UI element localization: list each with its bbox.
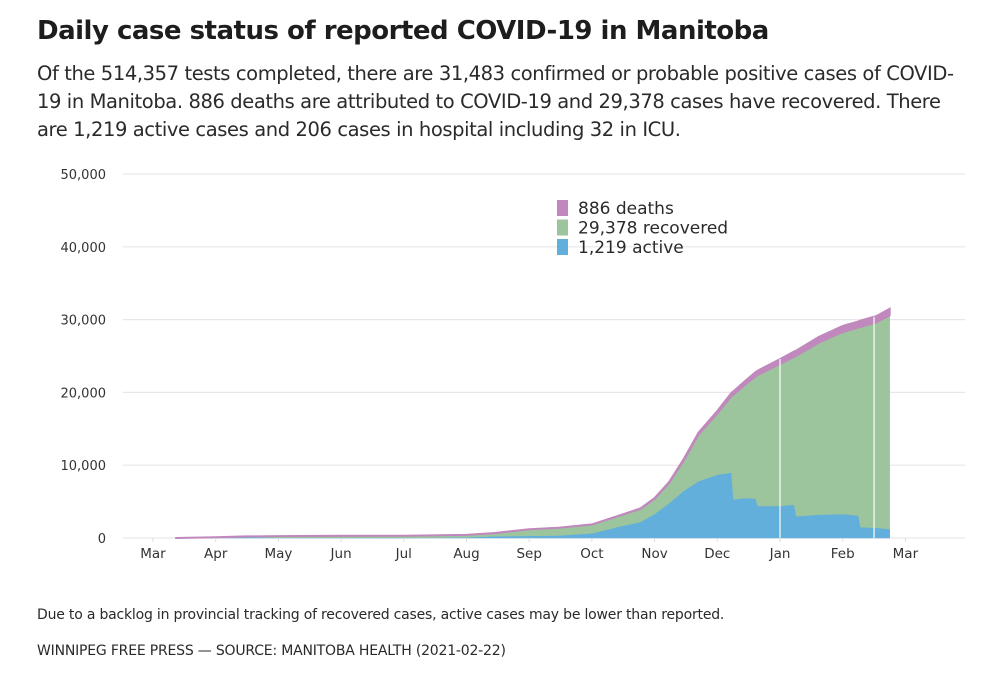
area-recovered: [175, 314, 890, 539]
x-tick-label: Jun: [330, 546, 352, 562]
stacked-areas: [175, 307, 891, 539]
legend-swatch-recovered: [557, 219, 568, 236]
x-tick-label: Feb: [831, 546, 855, 562]
footnote: Due to a backlog in provincial tracking …: [37, 607, 725, 623]
x-tick-label: Jul: [395, 546, 412, 562]
x-tick-label: Apr: [204, 546, 228, 562]
legend-label-active: 1,219 active: [578, 238, 684, 258]
legend-label-recovered: 29,378 recovered: [578, 219, 728, 239]
x-tick-label: Jan: [769, 546, 791, 562]
source-credit: WINNIPEG FREE PRESS — SOURCE: MANITOBA H…: [37, 643, 506, 659]
reference-lines: [779, 316, 875, 538]
y-tick-label: 0: [98, 532, 106, 547]
x-tick-label: Dec: [704, 546, 730, 562]
y-tick-label: 40,000: [61, 241, 107, 256]
x-tick-label: Oct: [580, 546, 603, 562]
x-axis: Mar Apr May Jun Jul Aug Sep Oct Nov Dec Jan Feb Mar: [140, 538, 919, 562]
y-tick-label: 10,000: [61, 459, 107, 474]
y-tick-label: 30,000: [61, 314, 107, 329]
x-tick-label: Mar: [140, 546, 166, 562]
legend-swatch-active: [557, 239, 568, 255]
legend-swatch-deaths: [557, 200, 568, 216]
x-tick-label: Aug: [453, 546, 479, 562]
y-axis: 0 10,000 20,000 30,000 40,000 50,000: [61, 168, 107, 547]
area-deaths: [175, 307, 891, 539]
legend-label-deaths: 886 deaths: [578, 199, 674, 219]
x-tick-label: Sep: [516, 546, 541, 562]
x-tick-label: May: [264, 546, 292, 562]
y-tick-label: 50,000: [61, 168, 107, 183]
x-tick-label: Mar: [893, 546, 919, 562]
chart-title: Daily case status of reported COVID-19 i…: [37, 16, 769, 46]
x-tick-label: Nov: [641, 546, 667, 562]
y-tick-label: 20,000: [61, 386, 107, 401]
chart-subtitle: Of the 514,357 tests completed, there ar…: [37, 62, 954, 141]
